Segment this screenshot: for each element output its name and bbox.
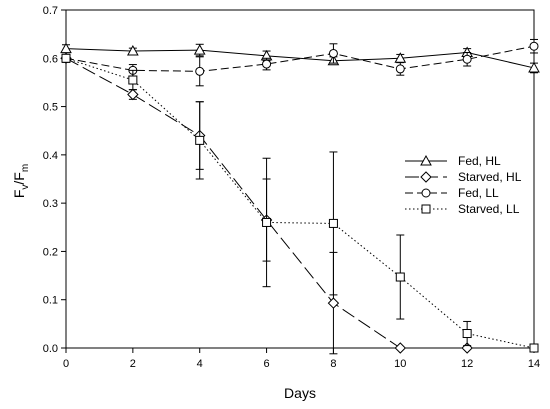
legend-marker <box>420 154 432 166</box>
y-tick-label: 0.1 <box>43 295 58 307</box>
legend-label: Fed, HL <box>458 154 501 168</box>
data-point <box>193 44 206 55</box>
y-tick-label: 0.4 <box>43 150 58 162</box>
legend-marker <box>421 188 431 198</box>
x-tick-label: 12 <box>461 358 473 370</box>
data-point <box>328 48 338 58</box>
x-tick-label: 14 <box>528 358 540 370</box>
data-point <box>127 45 139 56</box>
y-tick-label: 0.6 <box>43 53 58 65</box>
y-axis-label-main: F <box>11 190 27 199</box>
legend-marker <box>421 204 431 214</box>
y-tick-label: 0.7 <box>43 5 58 17</box>
legend-label: Starved, LL <box>458 202 520 216</box>
data-point <box>262 59 272 69</box>
data-point <box>195 135 205 145</box>
legend-marker <box>420 171 432 183</box>
y-axis-label-sub-m: m <box>20 164 31 172</box>
data-point <box>127 88 139 101</box>
data-point <box>529 343 539 353</box>
y-axis-label-sub-v: v <box>20 185 31 190</box>
data-point <box>528 61 540 73</box>
x-tick-label: 10 <box>394 358 406 370</box>
data-point <box>395 64 405 74</box>
data-point <box>462 329 472 339</box>
y-axis-label-slash: /F <box>11 172 27 184</box>
y-tick-label: 0.2 <box>43 246 58 258</box>
series-3 <box>61 53 539 353</box>
legend-item-2: Fed, LL <box>405 186 499 200</box>
x-tick-label: 0 <box>63 358 69 370</box>
x-tick-label: 6 <box>264 358 270 370</box>
y-tick-label: 0.0 <box>43 343 58 355</box>
data-point <box>195 66 205 76</box>
axes: 0 2 4 6 8 10 12 14 0.0 0.1 0.2 0.3 0.4 0.5 0.6 0.7 <box>43 5 540 370</box>
data-point <box>394 342 406 354</box>
series-line <box>65 57 535 349</box>
legend-item-0: Fed, HL <box>405 154 501 168</box>
plot-frame <box>65 9 535 349</box>
y-tick-label: 0.3 <box>43 198 58 210</box>
data-point <box>128 75 138 85</box>
data-point <box>529 41 539 51</box>
data-point <box>61 53 71 63</box>
data-point <box>327 297 340 309</box>
x-tick-label: 4 <box>197 358 203 370</box>
y-tick-label: 0.5 <box>43 102 58 114</box>
legend-item-3: Starved, LL <box>405 202 520 216</box>
legend: Fed, HL Starved, HL Fed, LL Starved, LL <box>405 154 522 216</box>
data-point <box>328 218 338 228</box>
data-point <box>462 54 472 64</box>
legend-label: Fed, LL <box>458 186 499 200</box>
data-point <box>262 217 272 227</box>
x-tick-label: 2 <box>130 358 136 370</box>
y-axis-label: Fv/Fm <box>11 164 31 198</box>
series-layer <box>60 38 540 355</box>
legend-item-1: Starved, HL <box>405 170 522 184</box>
series-line <box>65 45 535 72</box>
x-axis-label: Days <box>284 385 316 401</box>
data-point <box>395 272 405 282</box>
x-tick-label: 8 <box>330 358 336 370</box>
legend-label: Starved, HL <box>458 170 522 184</box>
